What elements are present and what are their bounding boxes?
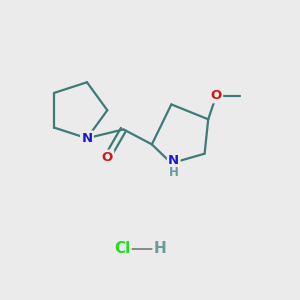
- Text: N: N: [81, 132, 92, 145]
- Text: O: O: [102, 151, 113, 164]
- Text: Cl: Cl: [114, 241, 130, 256]
- Text: O: O: [211, 89, 222, 102]
- Text: N: N: [168, 154, 179, 167]
- Text: H: H: [154, 241, 167, 256]
- Text: H: H: [169, 166, 179, 179]
